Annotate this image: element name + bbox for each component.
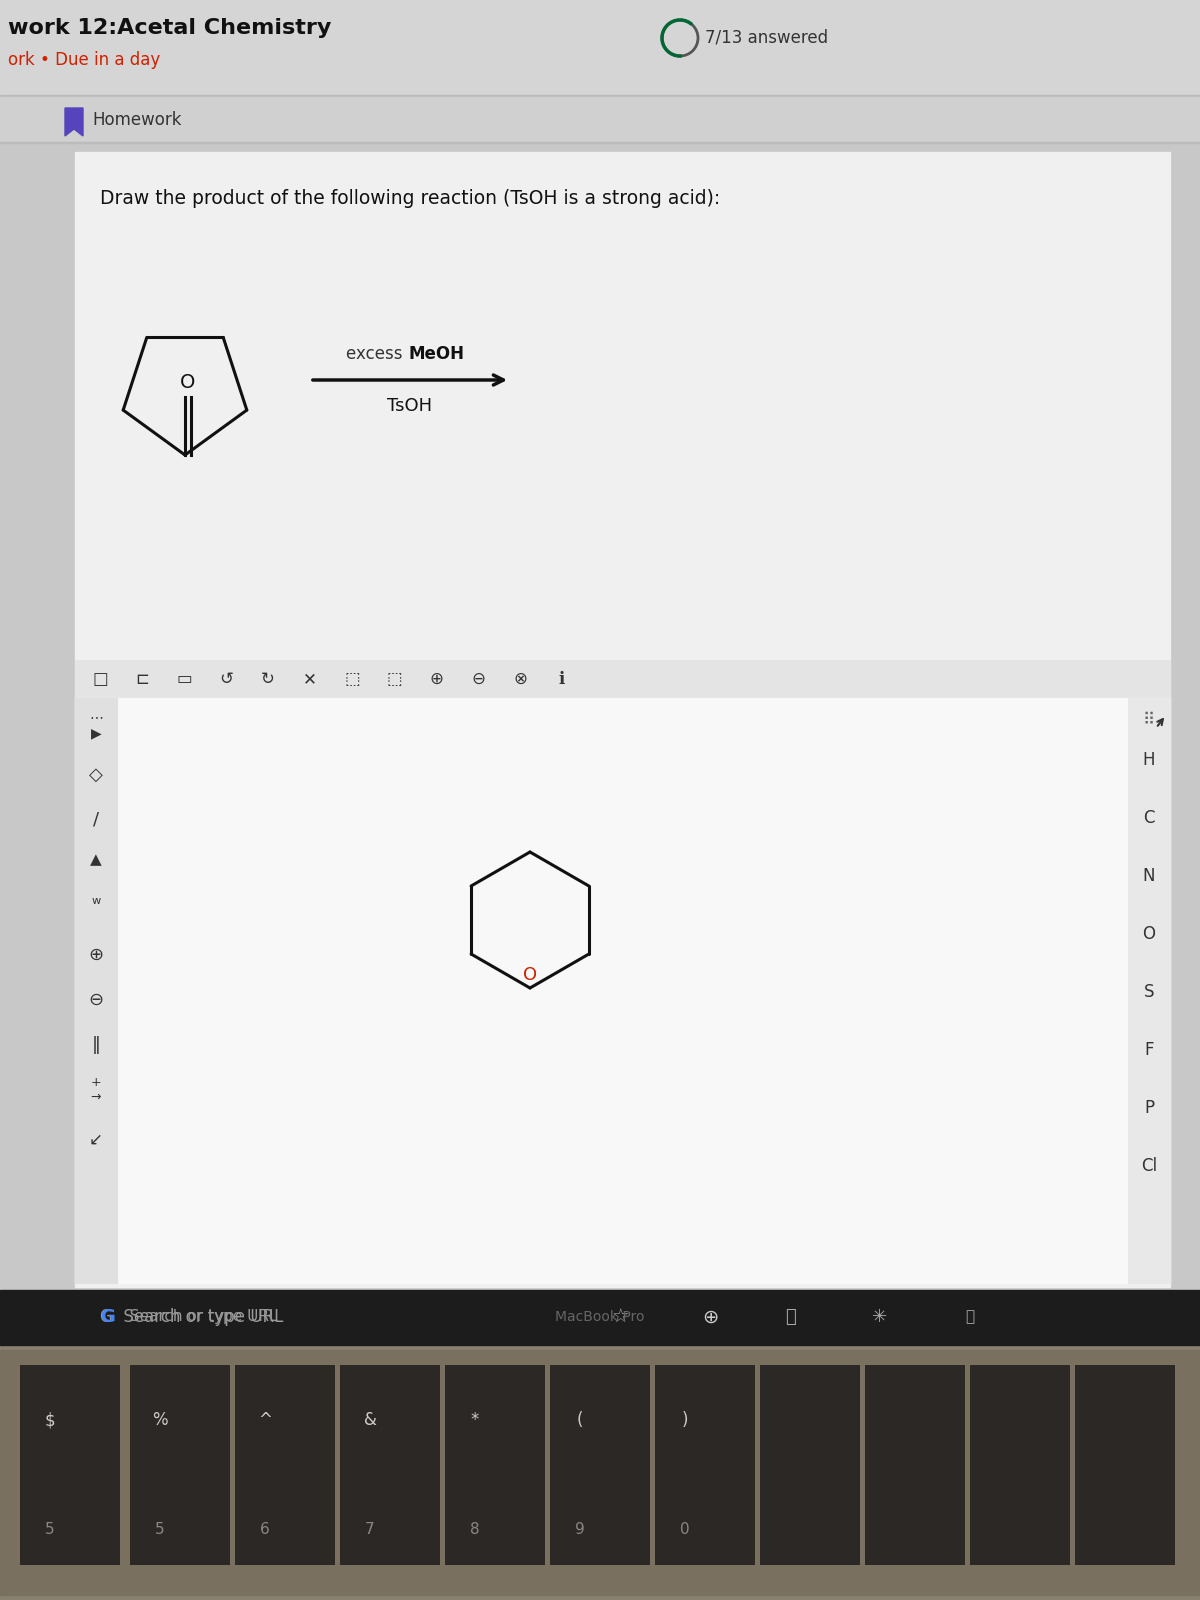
- Text: 9: 9: [575, 1523, 584, 1538]
- Bar: [445, 1365, 545, 1565]
- Text: ☆: ☆: [611, 1307, 629, 1326]
- Text: Search or type URL: Search or type URL: [120, 1309, 277, 1325]
- Text: H: H: [1142, 750, 1156, 770]
- Text: &: &: [364, 1411, 377, 1429]
- Bar: [760, 1365, 860, 1565]
- Bar: [1075, 1365, 1175, 1565]
- Bar: [74, 659, 1170, 698]
- Text: S: S: [1144, 982, 1154, 1002]
- Text: F: F: [1145, 1042, 1153, 1059]
- Text: G: G: [100, 1309, 115, 1326]
- Bar: [1128, 698, 1170, 1283]
- Text: ): ): [682, 1411, 689, 1429]
- Text: 5: 5: [155, 1523, 164, 1538]
- Bar: [0, 1290, 1200, 1346]
- Text: 〈: 〈: [785, 1309, 796, 1326]
- Text: 6: 6: [260, 1523, 270, 1538]
- Text: *: *: [470, 1411, 479, 1429]
- Text: Cl: Cl: [1141, 1157, 1157, 1174]
- Text: O: O: [180, 373, 196, 392]
- Text: (: (: [577, 1411, 583, 1429]
- Text: ⊖: ⊖: [472, 670, 485, 688]
- Text: P: P: [1144, 1099, 1154, 1117]
- Bar: [865, 1365, 965, 1565]
- Text: ↺: ↺: [220, 670, 233, 688]
- Bar: [550, 1365, 650, 1565]
- Text: ⊖: ⊖: [89, 990, 103, 1010]
- Text: ⬚: ⬚: [386, 670, 402, 688]
- Bar: [655, 1365, 755, 1565]
- Text: ✕: ✕: [304, 670, 317, 688]
- Text: ↙: ↙: [89, 1131, 103, 1149]
- Text: +
→: + →: [91, 1075, 101, 1104]
- Bar: [340, 1365, 440, 1565]
- Bar: [0, 98, 1200, 142]
- Text: MacBook Pro: MacBook Pro: [556, 1310, 644, 1325]
- Text: TsOH: TsOH: [388, 397, 432, 414]
- Text: 🔊: 🔊: [966, 1309, 974, 1325]
- Text: ▭: ▭: [176, 670, 192, 688]
- Polygon shape: [65, 109, 83, 136]
- Text: N: N: [1142, 867, 1156, 885]
- Bar: [130, 1365, 230, 1565]
- Text: Draw the product of the following reaction (TsOH is a strong acid):: Draw the product of the following reacti…: [100, 189, 720, 208]
- Text: ʷ: ʷ: [91, 896, 101, 914]
- Text: O: O: [1142, 925, 1156, 942]
- Text: ℹ: ℹ: [559, 670, 565, 688]
- Bar: [0, 94, 1200, 98]
- Text: /: /: [92, 811, 100, 829]
- Text: ⬚: ⬚: [344, 670, 360, 688]
- Text: 0: 0: [680, 1523, 690, 1538]
- Text: O: O: [523, 966, 538, 984]
- Text: C: C: [1144, 810, 1154, 827]
- Text: ⊕: ⊕: [430, 670, 443, 688]
- Bar: [74, 698, 1170, 1283]
- Bar: [970, 1365, 1070, 1565]
- Bar: [0, 0, 1200, 1299]
- Text: %: %: [152, 1411, 168, 1429]
- Bar: [74, 152, 1170, 1286]
- Text: MeOH: MeOH: [408, 346, 464, 363]
- Text: ork • Due in a day: ork • Due in a day: [8, 51, 161, 69]
- Text: 8: 8: [470, 1523, 480, 1538]
- Text: ⊗: ⊗: [514, 670, 527, 688]
- Bar: [20, 1365, 120, 1565]
- Text: 7: 7: [365, 1523, 374, 1538]
- Text: Homework: Homework: [92, 110, 181, 130]
- Text: ◇: ◇: [89, 766, 103, 784]
- Text: ▲: ▲: [90, 853, 102, 867]
- Text: excess: excess: [347, 346, 408, 363]
- Text: ↻: ↻: [262, 670, 275, 688]
- Text: □: □: [92, 670, 108, 688]
- Text: G  Search or type URL: G Search or type URL: [100, 1309, 283, 1326]
- Text: ⊕: ⊕: [702, 1307, 718, 1326]
- Bar: [0, 0, 1200, 94]
- Bar: [0, 1346, 1200, 1600]
- Text: ⠿: ⠿: [1142, 710, 1156, 730]
- Text: 7/13 answered: 7/13 answered: [706, 29, 828, 46]
- Text: ⊕: ⊕: [89, 946, 103, 963]
- Text: ‖: ‖: [91, 1037, 101, 1054]
- Bar: [74, 698, 118, 1283]
- Text: ⋯
▶: ⋯ ▶: [89, 710, 103, 741]
- Bar: [0, 1350, 1200, 1595]
- Bar: [235, 1365, 335, 1565]
- Text: 5: 5: [46, 1523, 55, 1538]
- Text: ✳: ✳: [872, 1309, 888, 1326]
- Text: ^: ^: [258, 1411, 272, 1429]
- Text: work 12:Acetal Chemistry: work 12:Acetal Chemistry: [8, 18, 331, 38]
- Text: ⊏: ⊏: [136, 670, 149, 688]
- Text: $\$$: $\$$: [44, 1410, 55, 1430]
